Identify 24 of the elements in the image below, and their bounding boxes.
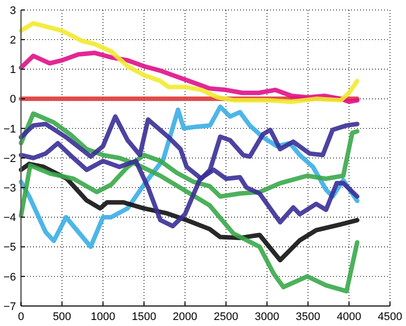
y-tick-label: −6 bbox=[3, 271, 16, 284]
line-series bbox=[18, 21, 360, 104]
y-tick-label: 3 bbox=[10, 4, 16, 17]
x-tick-label: 3500 bbox=[296, 311, 320, 323]
x-tick-label: 4500 bbox=[378, 311, 402, 323]
x-tick-label: 1000 bbox=[90, 311, 116, 323]
y-tick-label: −2 bbox=[3, 152, 16, 165]
x-tick-label: 2500 bbox=[214, 311, 238, 323]
y-tick-label: 1 bbox=[10, 64, 16, 76]
line-series bbox=[18, 111, 360, 294]
y-tick-label: −7 bbox=[3, 300, 16, 313]
y-tick-label: 0 bbox=[10, 94, 16, 106]
y-tick-label: −4 bbox=[3, 212, 16, 224]
x-tick-label: 500 bbox=[52, 311, 72, 323]
x-tick-label: 0 bbox=[18, 311, 24, 323]
x-tick-label: 1500 bbox=[132, 311, 156, 323]
line-series bbox=[18, 50, 360, 104]
x-tick-label: 4000 bbox=[336, 311, 362, 323]
x-tick-label: 3000 bbox=[254, 311, 280, 323]
y-tick-label: 2 bbox=[10, 34, 16, 46]
y-tick-label: −3 bbox=[3, 182, 16, 194]
x-tick-label: 2000 bbox=[172, 311, 198, 323]
y-tick-label: −5 bbox=[3, 242, 16, 254]
y-tick-label: −1 bbox=[3, 123, 16, 136]
